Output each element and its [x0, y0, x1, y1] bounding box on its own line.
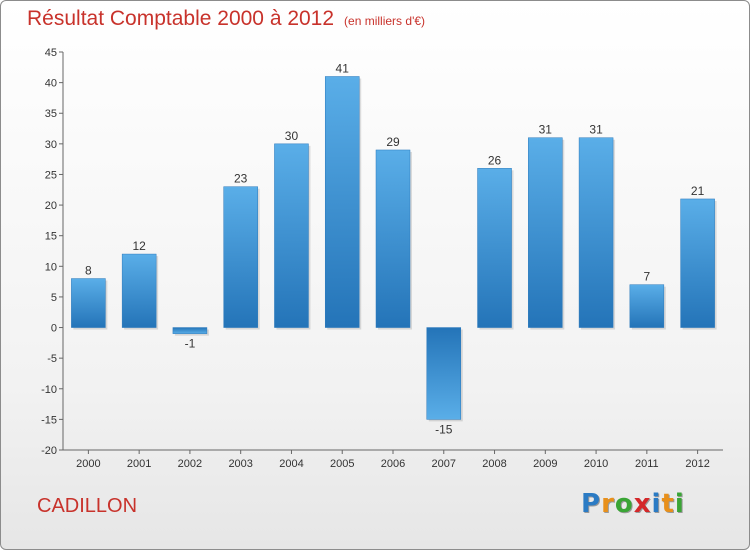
data-label: 21 [691, 184, 705, 198]
data-label: -15 [435, 422, 453, 436]
data-label: 29 [386, 135, 400, 149]
bar-2010 [578, 137, 614, 328]
logo-letter: i [674, 489, 685, 519]
data-label: 23 [234, 172, 248, 186]
data-label: 26 [488, 153, 502, 167]
logo-letter: i [651, 489, 662, 519]
commune-name: CADILLON [37, 495, 138, 517]
x-tick-label: 2006 [381, 458, 405, 470]
chart-title: Résultat Comptable 2000 à 2012 (en millie… [27, 7, 425, 31]
x-tick-label: 2011 [635, 458, 659, 470]
data-label: 31 [539, 123, 553, 137]
y-tick-label: -5 [47, 353, 57, 365]
y-tick-label: 15 [45, 231, 57, 243]
bar-2001 [121, 253, 157, 328]
logo-letter: P [581, 489, 602, 519]
y-tick-label: 40 [45, 78, 57, 90]
logo-letter: o [614, 489, 634, 519]
bar-2008 [477, 168, 512, 328]
bar-2004 [274, 143, 309, 328]
proxiti-logo: Proxiti [581, 489, 685, 519]
y-tick-label: 45 [45, 47, 57, 59]
bars [71, 76, 717, 422]
bar-2012 [680, 198, 715, 328]
data-label: 8 [85, 264, 92, 278]
bar-2011 [629, 284, 665, 328]
y-tick-label: 25 [45, 169, 57, 181]
data-label: 31 [589, 123, 603, 137]
logo-letter: r [601, 489, 615, 519]
data-label: -1 [185, 337, 196, 351]
y-tick-label: 0 [51, 323, 57, 335]
x-tick-label: 2004 [279, 458, 303, 470]
bar-2000 [71, 278, 106, 328]
y-tick-label: 5 [51, 292, 57, 304]
x-tick-label: 2000 [76, 458, 100, 470]
bar-2006 [375, 149, 411, 328]
bar-2003 [223, 186, 258, 328]
data-label: 12 [132, 239, 146, 253]
data-label: 41 [336, 61, 350, 75]
y-tick-label: 35 [45, 108, 57, 120]
x-tick-label: 2008 [482, 458, 506, 470]
axes: 45 40 35 30 25 20 15 10 5 0 -5 -10 -15 -20 2000 2001 200… [41, 47, 723, 470]
data-label: 7 [644, 270, 651, 284]
logo-letter: t [661, 489, 675, 519]
bar-2009 [528, 137, 563, 328]
x-tick-label: 2010 [584, 458, 608, 470]
x-tick-label: 2003 [228, 458, 252, 470]
bar-2005 [324, 76, 360, 328]
x-tick-label: 2005 [330, 458, 354, 470]
bar-2007 [426, 327, 462, 420]
x-tick-label: 2001 [127, 458, 151, 470]
y-tick-label: -20 [41, 445, 57, 457]
x-tick-label: 2009 [533, 458, 557, 470]
logo-letter: x [633, 489, 652, 519]
y-tick-label: 30 [45, 139, 57, 151]
y-tick-label: 10 [45, 261, 57, 273]
y-tick-label: 20 [45, 200, 57, 212]
chart-title-text: Résultat Comptable 2000 à 2012 [27, 7, 335, 30]
data-labels: 8 12 -1 23 30 41 29 -15 26 31 31 7 21 [85, 61, 705, 436]
x-tick-label: 2002 [178, 458, 202, 470]
y-tick-label: -10 [41, 384, 57, 396]
x-tick-label: 2012 [685, 458, 709, 470]
data-label: 30 [285, 129, 299, 143]
chart-subtitle: (en milliers d'€) [344, 14, 426, 28]
x-tick-label: 2007 [432, 458, 456, 470]
bar-2002 [172, 327, 208, 334]
y-tick-label: -15 [41, 414, 57, 426]
